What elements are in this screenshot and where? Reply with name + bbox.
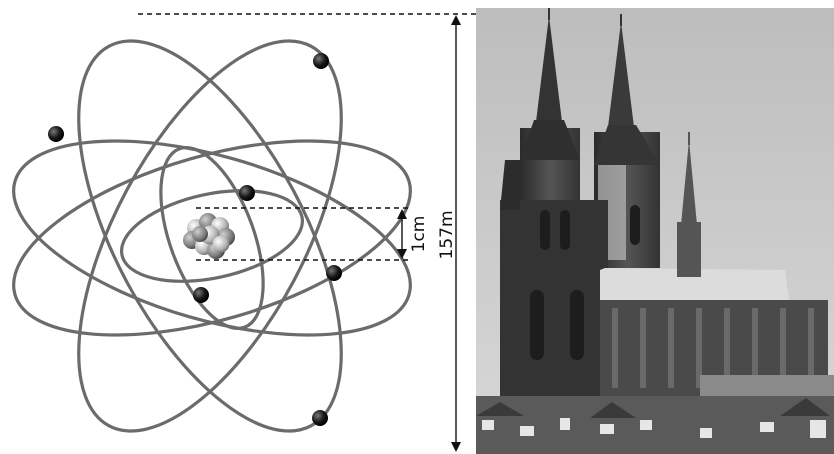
- electron: [239, 185, 255, 201]
- inner-orbit-vertical: [159, 145, 265, 331]
- inner-orbit-horizontal: [119, 189, 305, 283]
- atom-measurement: [196, 207, 412, 261]
- outer-orbit-vertical-left: [77, 39, 343, 433]
- outer-orbit-vertical-right: [77, 39, 343, 433]
- electron: [48, 126, 64, 142]
- electron: [326, 265, 342, 281]
- outer-orbit-horizontal-up: [12, 139, 412, 337]
- atom: [12, 39, 412, 433]
- atom-size-label: 1cm: [409, 216, 429, 253]
- cathedral-photo: [476, 8, 834, 454]
- nucleus: [183, 213, 235, 259]
- electron: [193, 287, 209, 303]
- outer-orbit-horizontal-down: [12, 139, 412, 337]
- electron: [313, 53, 329, 69]
- cathedral-height-label: 157m: [437, 210, 457, 259]
- electrons: [48, 53, 342, 426]
- electron: [312, 410, 328, 426]
